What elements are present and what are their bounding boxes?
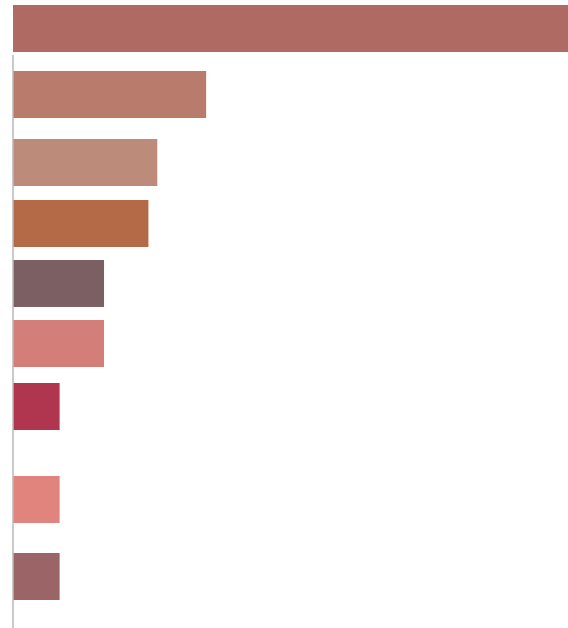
bars-group	[13, 5, 568, 600]
bar-4	[13, 200, 149, 247]
bar-8	[13, 476, 60, 523]
bar-6	[13, 320, 105, 367]
bar-3	[13, 139, 158, 186]
bar-9	[13, 553, 60, 600]
bar-7	[13, 383, 60, 430]
bar-2	[13, 71, 207, 118]
bar-1	[13, 5, 568, 52]
bar-5	[13, 260, 105, 307]
